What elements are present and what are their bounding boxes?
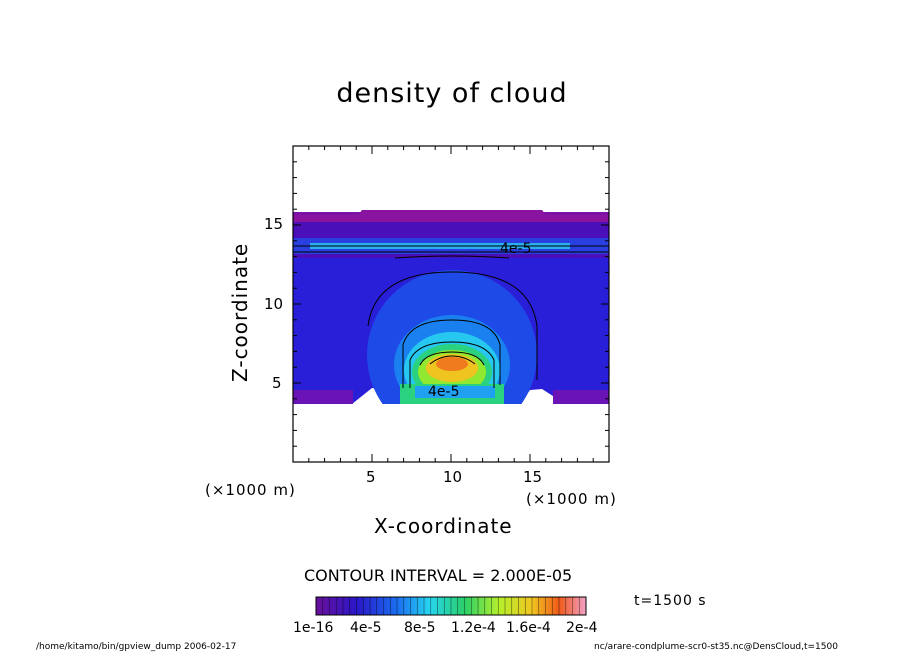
upper-layer-top: [293, 210, 609, 222]
y-unit-label: (×1000 m): [205, 481, 296, 499]
plume-base-inner: [415, 386, 495, 398]
colorbar-tick-label: 1.6e-4: [506, 620, 551, 636]
contour-line: [402, 319, 501, 385]
contour-line: [367, 271, 538, 380]
colorbar-tick-label: 2e-4: [566, 620, 598, 636]
y-axis-title: Z-coordinate: [228, 242, 252, 382]
lower-void: [293, 404, 609, 462]
colorbar-tick-label: 1.2e-4: [451, 620, 496, 636]
contour-line: [409, 341, 495, 388]
y-tick-label: 5: [272, 374, 282, 392]
y-tick-label: 15: [264, 215, 284, 233]
x-tick-label: 10: [443, 468, 463, 486]
footer-left: /home/kitamo/bin/gpview_dump 2006-02-17: [36, 642, 237, 652]
contour-label: 4e-5: [428, 384, 460, 400]
x-unit-label: (×1000 m): [526, 490, 617, 508]
footer-right: nc/arare-condplume-scr0-st35.nc@DensClou…: [594, 642, 838, 652]
x-axis-title: X-coordinate: [374, 514, 513, 538]
x-tick-label: 15: [523, 468, 543, 486]
time-label: t=1500 s: [634, 593, 707, 609]
colorbar-tick-label: 8e-5: [404, 620, 436, 636]
plume-level-7: [436, 357, 468, 371]
y-tick-label: 10: [264, 295, 284, 313]
contour-interval: CONTOUR INTERVAL = 2.000E-05: [304, 566, 573, 585]
colorbar-tick-label: 4e-5: [350, 620, 382, 636]
outer-purple-fringe-right: [553, 390, 609, 404]
x-tick-label: 5: [366, 468, 376, 486]
outer-purple-fringe: [293, 390, 353, 404]
contour-line: [419, 351, 485, 366]
contour-line: [429, 355, 476, 365]
chart-title: density of cloud: [336, 78, 568, 109]
contour-line: [394, 255, 510, 259]
contour-label: 4e-5: [500, 241, 532, 257]
colorbar-tick-label: 1e-16: [293, 620, 334, 636]
